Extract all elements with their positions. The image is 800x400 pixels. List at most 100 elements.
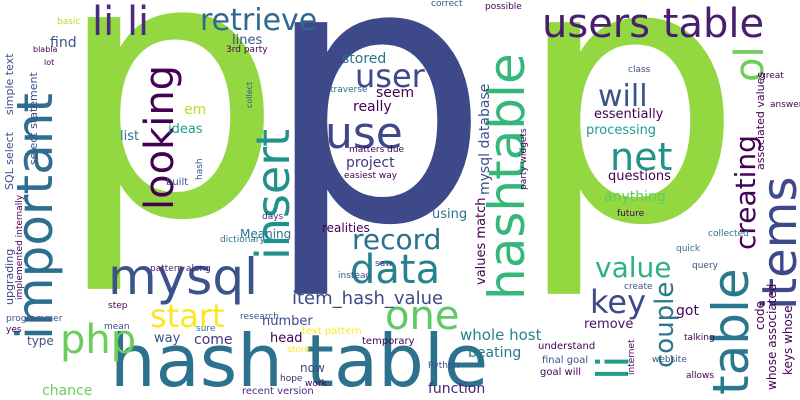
cloud-word: key	[590, 283, 647, 321]
cloud-word: answers	[770, 100, 800, 110]
cloud-word: hope	[280, 374, 303, 384]
cloud-word: now	[300, 361, 325, 375]
cloud-word: research	[240, 312, 279, 322]
cloud-word: users table	[542, 1, 765, 47]
cloud-word: head	[270, 331, 303, 346]
cloud-word: ideas	[168, 122, 203, 137]
cloud-word: goal will	[540, 367, 582, 378]
cloud-word: correct	[431, 0, 463, 9]
cloud-word: p	[55, 0, 284, 299]
cloud-word: come	[194, 332, 233, 348]
cloud-word: 3rd party	[226, 45, 268, 55]
cloud-word: blabla	[33, 45, 58, 54]
cloud-word: use	[325, 108, 403, 159]
cloud-word: store	[287, 345, 310, 355]
cloud-word: create	[624, 282, 653, 292]
cloud-word: mean	[104, 322, 130, 332]
cloud-word: essentially	[594, 107, 664, 122]
cloud-word: associated values	[754, 71, 767, 170]
cloud-word: really	[353, 99, 392, 115]
cloud-word: find	[50, 35, 77, 51]
cloud-word: function	[428, 381, 486, 397]
cloud-word: simple text	[3, 53, 16, 115]
cloud-word: lot	[44, 58, 55, 67]
cloud-word: text pattern	[302, 326, 362, 337]
cloud-word: mysql database	[477, 83, 493, 195]
cloud-word: record	[352, 223, 442, 256]
cloud-word: mysql	[108, 248, 258, 306]
cloud-word: em	[184, 102, 207, 118]
cloud-word: instead	[338, 271, 372, 281]
cloud-word: values match	[474, 197, 489, 285]
cloud-word: saw	[375, 259, 393, 269]
cloud-word: final goal	[542, 355, 589, 366]
cloud-word: remove	[584, 317, 634, 332]
cloud-word: start	[150, 297, 225, 335]
cloud-word: php	[60, 317, 137, 363]
cloud-word: great	[760, 71, 784, 81]
cloud-word: list	[120, 129, 140, 144]
cloud-word: chance	[42, 383, 93, 399]
cloud-word: whole host	[460, 326, 542, 344]
cloud-word: days	[262, 212, 284, 222]
cloud-word: step	[108, 301, 128, 311]
cloud-word: dictionary	[220, 235, 265, 245]
cloud-word: li li	[92, 0, 150, 45]
cloud-word: allows	[686, 371, 715, 381]
cloud-word: p	[262, 0, 491, 304]
cloud-word: way	[154, 331, 181, 346]
cloud-word: p	[515, 0, 744, 304]
cloud-word: programmer	[6, 314, 63, 324]
cloud-word: user	[355, 57, 425, 95]
cloud-word: hash	[195, 158, 205, 180]
cloud-word: query	[692, 261, 718, 271]
cloud-word: looking	[137, 64, 183, 210]
cloud-word: anything	[604, 189, 666, 205]
cloud-word: questions	[608, 169, 671, 184]
cloud-word: processing	[586, 123, 657, 138]
cloud-word: understand	[538, 341, 596, 352]
cloud-word: data	[350, 247, 441, 293]
cloud-word: matters due	[349, 145, 405, 155]
cloud-word: built	[166, 177, 189, 188]
cloud-word: talking	[684, 333, 715, 343]
cloud-word: SQL select	[3, 132, 16, 190]
cloud-word: future	[617, 209, 645, 219]
cloud-word: class	[628, 65, 651, 75]
cloud-word: Meaning	[240, 227, 292, 241]
cloud-word: project	[346, 155, 395, 171]
cloud-word: traverse	[330, 85, 368, 95]
cloud-word: yes	[6, 325, 22, 335]
cloud-word: item_hash_value	[292, 288, 444, 309]
cloud-word: realities	[322, 221, 370, 235]
cloud-word: code	[753, 301, 767, 330]
cloud-word: lines	[232, 33, 263, 48]
cloud-word: will	[598, 79, 648, 114]
cloud-word: using	[432, 207, 468, 222]
cloud-word: pattern along	[150, 264, 211, 274]
cloud-word: sure	[196, 324, 216, 334]
cloud-word: retrieve	[200, 3, 318, 38]
cloud-word: temporary	[362, 336, 415, 347]
cloud-word: number	[262, 314, 313, 329]
cloud-word: hash table	[110, 319, 489, 400]
cloud-word: work	[305, 379, 327, 389]
cloud-word: upgrading	[3, 248, 16, 305]
cloud-word: type	[27, 334, 54, 348]
cloud-word: beating	[468, 345, 522, 361]
cloud-word: one	[385, 293, 460, 339]
cloud-word: easiest way	[344, 171, 398, 181]
cloud-word: implemented internally	[15, 194, 25, 300]
cloud-word: party widgets	[519, 128, 529, 190]
cloud-word: select statement	[27, 72, 40, 165]
cloud-word: internet	[627, 339, 637, 375]
cloud-word: basic	[57, 17, 81, 27]
cloud-word: got	[676, 303, 699, 319]
cloud-word: recent version	[242, 386, 314, 397]
cloud-word: keys whose	[781, 305, 795, 375]
cloud-word: seem	[376, 85, 415, 101]
cloud-word: net	[610, 135, 673, 179]
cloud-word: value	[595, 251, 672, 284]
cloud-word: quick	[676, 244, 701, 254]
